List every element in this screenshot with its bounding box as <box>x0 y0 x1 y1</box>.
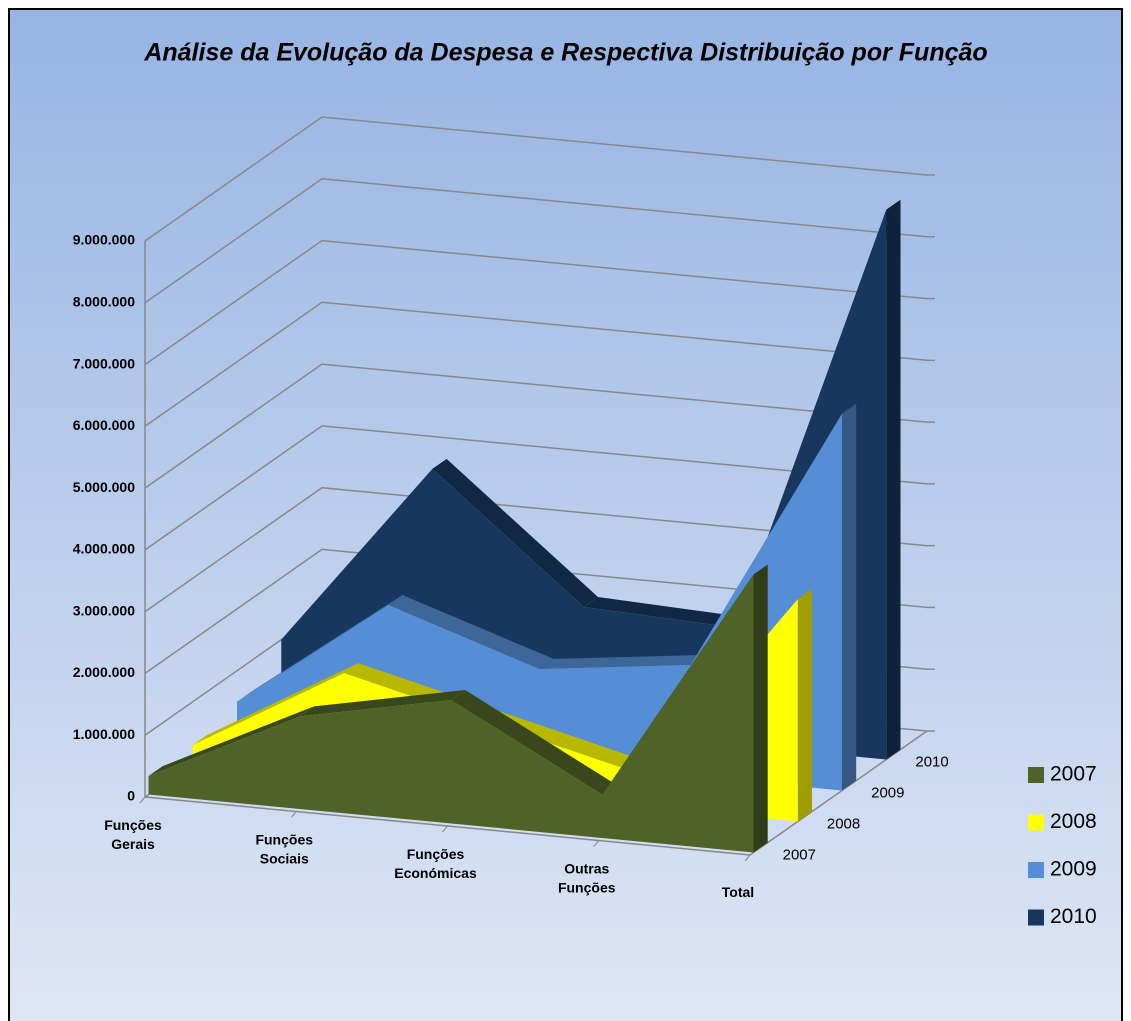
area-top <box>192 663 359 745</box>
x-tick-label: Funções Sociais <box>255 831 313 866</box>
y-tick-label: 4.000.000 <box>73 541 135 557</box>
y-tick-label: 5.000.000 <box>73 479 135 495</box>
area-top <box>388 595 554 669</box>
x-tick-label: Funções Económicas <box>394 846 477 881</box>
y-tick-label: 6.000.000 <box>73 417 135 433</box>
grid-line <box>144 425 928 551</box>
chart-title: Análise da Evolução da Despesa e Respect… <box>143 39 987 67</box>
x-tick-label: Outras Funções <box>558 860 616 895</box>
legend-swatch <box>1028 909 1044 926</box>
legend-swatch <box>1028 862 1044 878</box>
y-tick-label: 8.000.000 <box>73 293 135 309</box>
grid-line <box>144 301 928 427</box>
legend-label: 2007 <box>1050 763 1097 786</box>
area-top <box>495 714 661 777</box>
grid-line <box>144 239 928 366</box>
y-tick-label: 9.000.000 <box>73 232 135 248</box>
legend-swatch <box>1028 814 1044 831</box>
depth-label: 2010 <box>915 754 948 771</box>
area <box>148 574 754 853</box>
y-tick-label: 0 <box>127 788 135 804</box>
area-top <box>237 595 403 702</box>
grid-line <box>144 178 928 304</box>
grid-line <box>144 548 928 675</box>
y-tick-label: 2.000.000 <box>73 664 135 680</box>
y-tick-label: 3.000.000 <box>73 602 135 618</box>
area-top <box>583 597 750 628</box>
x-tick <box>139 796 146 804</box>
area-top <box>148 706 314 776</box>
grid-line <box>144 116 928 242</box>
depth-label: 2009 <box>871 785 904 802</box>
grid-line <box>144 486 928 613</box>
area-top <box>299 690 466 717</box>
area-top <box>539 654 705 669</box>
area-top <box>432 459 598 607</box>
x-tick-label: Total <box>722 884 754 900</box>
legend-label: 2010 <box>1050 905 1097 928</box>
x-tick <box>290 811 297 818</box>
area-side <box>753 564 768 853</box>
x-tick <box>593 840 600 847</box>
legend-label: 2009 <box>1050 858 1097 881</box>
depth-label: 2008 <box>827 816 860 833</box>
y-tick-label: 1.000.000 <box>73 726 135 742</box>
x-tick <box>442 825 448 833</box>
x-tick <box>744 854 751 862</box>
x-tick-label: Funções Gerais <box>104 817 162 852</box>
grid-line <box>144 363 928 489</box>
legend-swatch <box>1028 767 1044 783</box>
area-side <box>886 199 901 760</box>
area-top <box>451 690 617 795</box>
depth-label: 2007 <box>783 847 816 864</box>
y-tick-label: 7.000.000 <box>73 355 135 371</box>
area-side <box>797 589 812 822</box>
legend-label: 2008 <box>1050 810 1097 833</box>
area-side <box>842 403 857 791</box>
